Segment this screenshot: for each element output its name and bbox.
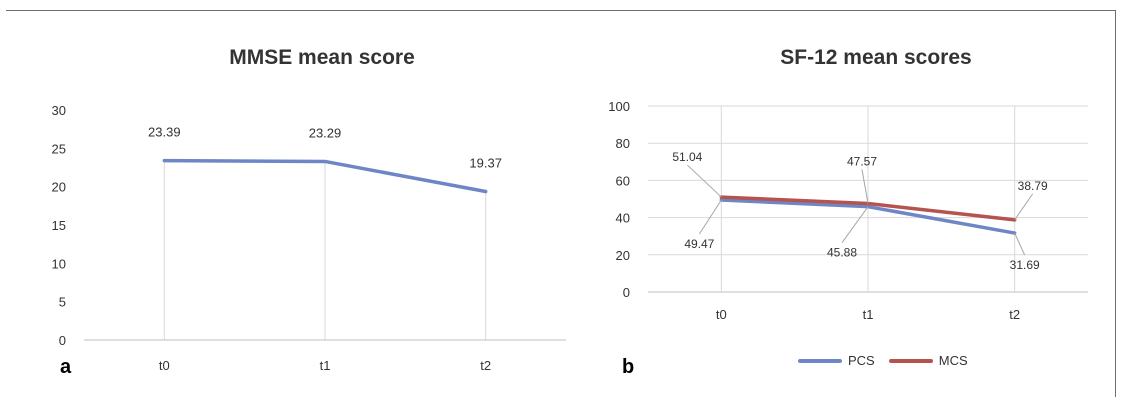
legend-label-pcs: PCS (848, 353, 875, 368)
sf12-x-tick-label: t0 (716, 307, 727, 322)
sf12-callout-leader (698, 199, 722, 235)
legend-item-mcs: MCS (888, 353, 968, 368)
sf12-y-tick-label: 80 (616, 136, 630, 151)
mmse-y-tick-label: 10 (52, 256, 66, 271)
mmse-x-tick-label: t1 (320, 358, 331, 373)
mmse-y-tick-label: 0 (59, 333, 66, 348)
sf12-callout-leader (841, 206, 869, 243)
legend-item-pcs: PCS (798, 353, 875, 368)
sf12-legend: PCS MCS (798, 353, 982, 368)
sf12-data-label-mcs: 51.04 (672, 150, 702, 164)
legend-swatch-mcs (888, 358, 933, 363)
sf12-callout-leader (1014, 232, 1026, 256)
sf12-x-tick-label: t2 (1009, 307, 1020, 322)
figure-frame (6, 10, 1116, 397)
legend-swatch-pcs (798, 358, 842, 363)
legend-label-mcs: MCS (938, 353, 968, 368)
sf12-x-tick-label: t1 (863, 307, 874, 322)
mmse-y-tick-label: 5 (59, 295, 66, 310)
mmse-data-label: 23.29 (309, 125, 342, 140)
mmse-x-tick-label: t0 (159, 358, 170, 373)
mmse-y-tick-label: 30 (52, 103, 66, 118)
sf12-y-tick-label: 0 (623, 285, 630, 300)
sf12-chart-panel: SF-12 mean scores 0 20 40 60 80 100 t0 t1 t2 49.4… (578, 22, 1114, 394)
sf12-callout-leader (1014, 193, 1034, 221)
panel-label-a: a (60, 356, 72, 378)
mmse-y-tick-label: 25 (52, 141, 66, 156)
mmse-chart-panel: MMSE mean score 0 5 10 15 20 25 30 t0 t1 t2 23.39 2… (18, 22, 566, 394)
sf12-callout-leader (686, 164, 722, 198)
mmse-x-tick-label: t2 (480, 358, 491, 373)
mmse-data-label: 19.37 (469, 155, 502, 170)
sf12-callout-leader (861, 169, 869, 204)
panel-label-b: b (622, 356, 635, 378)
sf12-chart-svg: 0 20 40 60 80 100 t0 t1 t2 49.47 45.88 31.69 51.04 47… (608, 99, 1088, 322)
sf12-data-label-pcs: 45.88 (827, 246, 857, 260)
sf12-data-label-mcs: 47.57 (847, 155, 877, 169)
sf12-data-label-mcs: 38.79 (1018, 179, 1048, 193)
sf12-y-tick-label: 100 (608, 99, 630, 114)
mmse-y-tick-label: 20 (52, 180, 66, 195)
sf12-y-tick-label: 20 (616, 248, 630, 263)
mmse-chart-title: MMSE mean score (229, 46, 415, 69)
mmse-chart-svg: 0 5 10 15 20 25 30 t0 t1 t2 23.39 23.29 19.37 (52, 103, 566, 373)
sf12-data-label-pcs: 49.47 (684, 237, 714, 251)
sf12-data-label-pcs: 31.69 (1010, 258, 1040, 272)
sf12-y-tick-label: 60 (616, 173, 630, 188)
sf12-chart-title: SF-12 mean scores (780, 46, 972, 69)
mmse-data-label: 23.39 (148, 125, 181, 140)
sf12-y-tick-label: 40 (616, 211, 630, 226)
mmse-series-line (162, 158, 488, 194)
mmse-y-tick-label: 15 (52, 218, 66, 233)
